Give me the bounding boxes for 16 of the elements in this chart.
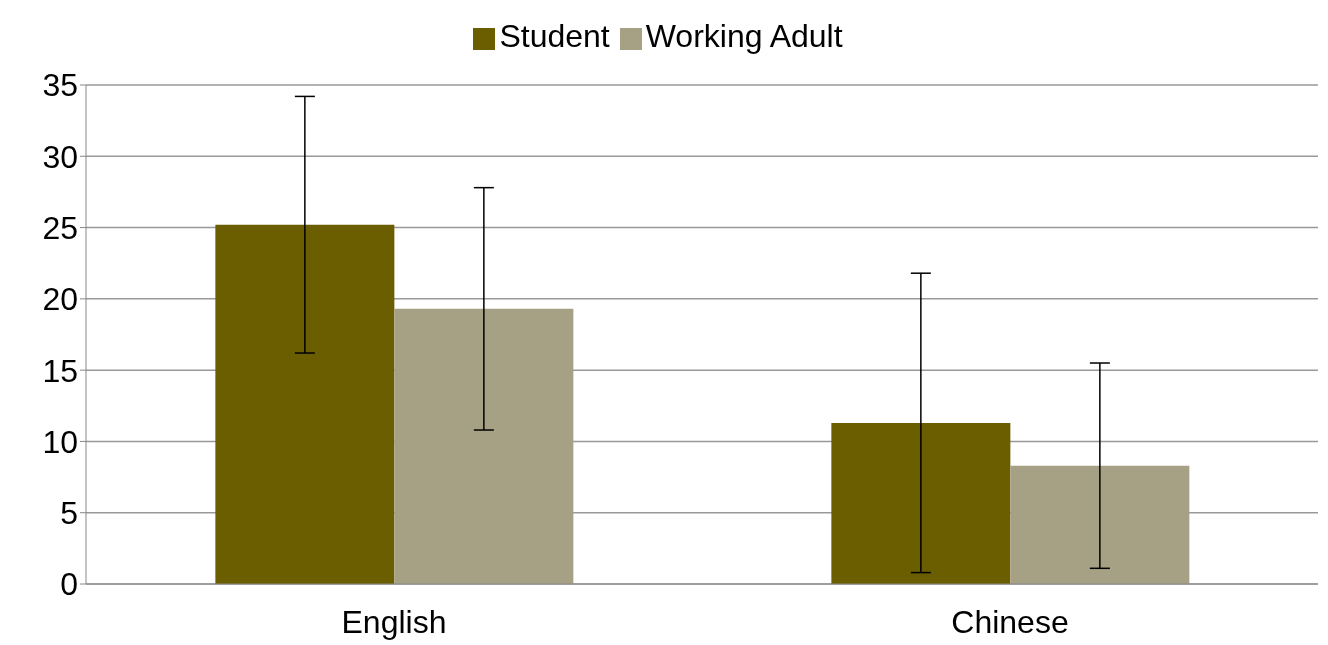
y-tick-label: 10 xyxy=(42,423,78,460)
y-tick-label: 0 xyxy=(60,566,78,603)
bar xyxy=(831,422,1011,584)
bar xyxy=(1010,465,1190,584)
x-tick-label: English xyxy=(341,603,447,640)
bar xyxy=(215,224,395,584)
y-tick-label: 35 xyxy=(42,67,78,104)
x-tick-label: Chinese xyxy=(951,603,1069,640)
legend-label: Working Adult xyxy=(645,18,843,54)
legend-label: Student xyxy=(499,18,610,54)
y-tick-label: 5 xyxy=(60,495,78,532)
bar xyxy=(394,308,574,584)
y-tick-label: 20 xyxy=(42,281,78,318)
y-tick-label: 15 xyxy=(42,352,78,389)
y-tick-label: 25 xyxy=(42,209,78,246)
y-tick-label: 30 xyxy=(42,138,78,175)
